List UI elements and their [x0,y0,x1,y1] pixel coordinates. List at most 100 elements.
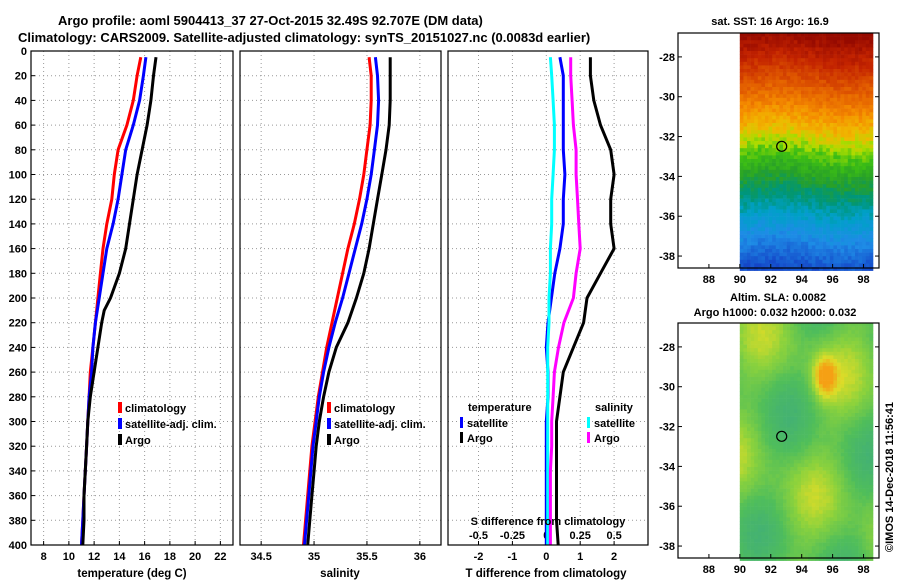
map-cell [851,94,856,99]
map-cell [851,495,856,500]
map-cell [808,369,813,374]
map-cell [786,438,791,443]
map-cell [772,384,777,389]
map-cell [847,409,852,414]
map-cell [761,36,766,41]
map-cell [743,227,748,232]
map-cell [862,539,867,543]
map-cell [761,97,766,102]
map-cell [819,94,823,99]
map-cell [844,115,849,120]
map-cell [808,409,813,414]
map-cell [772,144,777,149]
map-cell [858,366,863,371]
map-cell [779,377,784,381]
map-cell [786,173,791,178]
map-cell [761,238,766,243]
map-cell [826,495,831,500]
map-cell [837,177,841,181]
map-cell [815,119,820,124]
map-cell [779,380,784,385]
map-cell [747,187,751,192]
y-tick-label: 240 [9,342,27,354]
map-cell [772,83,777,88]
map-cell [775,112,780,117]
map-cell [747,445,751,450]
map-cell [847,387,852,392]
map-cell [765,492,769,497]
map-cell [747,148,751,153]
map-cell [775,83,780,88]
map-cell [869,434,874,439]
map-cell [775,391,780,396]
map-cell [844,413,849,417]
map-cell [743,485,748,489]
map-cell [739,72,744,77]
map-cell [775,409,780,414]
map-cell [768,223,773,228]
difference-series [544,56,616,546]
map-cell [768,191,773,196]
map-cell [829,470,834,475]
map-cell [754,499,759,504]
map-cell [797,112,802,117]
map-cell [754,405,759,410]
map-cell [869,144,874,149]
map-cell [772,141,777,145]
map-cell [826,115,831,120]
map-cell [819,384,823,389]
map-cell [851,510,856,515]
map-cell [750,510,755,515]
map-cell [862,267,867,271]
map-cell [739,141,744,145]
map-cell [865,524,870,529]
map-cell [739,427,744,432]
map-cell [847,54,852,59]
map-cell [750,151,755,156]
map-cell [804,481,809,486]
map-cell [750,438,755,443]
map-cell [847,69,852,73]
map-cell [743,488,748,493]
map-cell [844,492,849,497]
map-cell [815,402,820,407]
map-cell [855,115,859,120]
map-cell [826,209,831,214]
map-cell [757,449,762,453]
map-cell [790,413,795,417]
map-cell [801,223,805,228]
map-cell [779,169,784,174]
map-cell [858,474,863,479]
map-x-tick-label: 94 [796,274,809,286]
map-cell [801,416,805,421]
map-cell [801,133,805,138]
map-cell [815,531,820,536]
map-cell [793,123,798,127]
map-cell [844,97,849,102]
map-cell [779,337,784,342]
map-cell [808,36,813,41]
map-cell [858,427,863,432]
map-cell [804,162,809,167]
map-cell [801,112,805,117]
map-cell [761,119,766,124]
map-cell [783,119,787,124]
map-cell [844,420,849,425]
map-cell [793,456,798,461]
map-cell [851,384,856,389]
map-cell [786,209,791,214]
map-cell [862,492,867,497]
map-cell [797,245,802,250]
map-cell [815,33,820,37]
map-cell [811,184,816,189]
map-cell [844,355,849,360]
map-cell [761,452,766,457]
map-cell [808,54,813,59]
map-cell [837,384,841,389]
map-cell [862,535,867,540]
map-cell [833,101,838,106]
y-tick-label: 180 [9,268,27,280]
map-cell [761,441,766,446]
map-cell [747,54,751,59]
map-cell [801,166,805,171]
